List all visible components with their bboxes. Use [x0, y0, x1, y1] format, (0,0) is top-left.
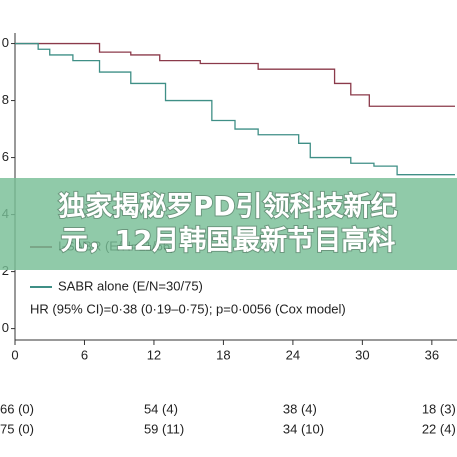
y-tick-label: 0: [2, 320, 9, 335]
risk-count: 34 (10): [283, 421, 324, 436]
x-tick-label: 6: [81, 347, 88, 362]
y-tick-label: 6: [2, 149, 9, 164]
banner-text: 元，12月韩国最新节目高科: [61, 225, 396, 257]
banner: [0, 178, 457, 270]
risk-count: 38 (4): [283, 401, 317, 416]
x-tick-label: 18: [216, 347, 230, 362]
risk-count: 75 (0): [0, 421, 34, 436]
x-tick-label: 0: [11, 347, 18, 362]
risk-count: 22 (4): [422, 421, 456, 436]
y-tick-label: 2: [2, 263, 9, 278]
x-tick-label: 12: [147, 347, 161, 362]
risk-count: 66 (0): [0, 401, 34, 416]
x-tick-label: 30: [355, 347, 369, 362]
risk-count: 18 (3): [422, 401, 456, 416]
y-tick-label: 0: [2, 35, 9, 50]
risk-count: 59 (11): [144, 421, 184, 436]
y-tick-label: 8: [2, 92, 9, 107]
banner-text: 独家揭秘罗PD引领科技新纪: [58, 191, 397, 223]
legend-label: SABR alone (E/N=30/75): [58, 278, 203, 293]
annotation: HR (95% CI)=0·38 (0·19–0·75); p=0·0056 (…: [30, 301, 346, 316]
x-tick-label: 24: [286, 347, 300, 362]
x-tick-label: 36: [425, 347, 439, 362]
survival-curve: [15, 42, 455, 107]
risk-count: 54 (4): [144, 401, 178, 416]
survival-curve: [15, 42, 455, 176]
